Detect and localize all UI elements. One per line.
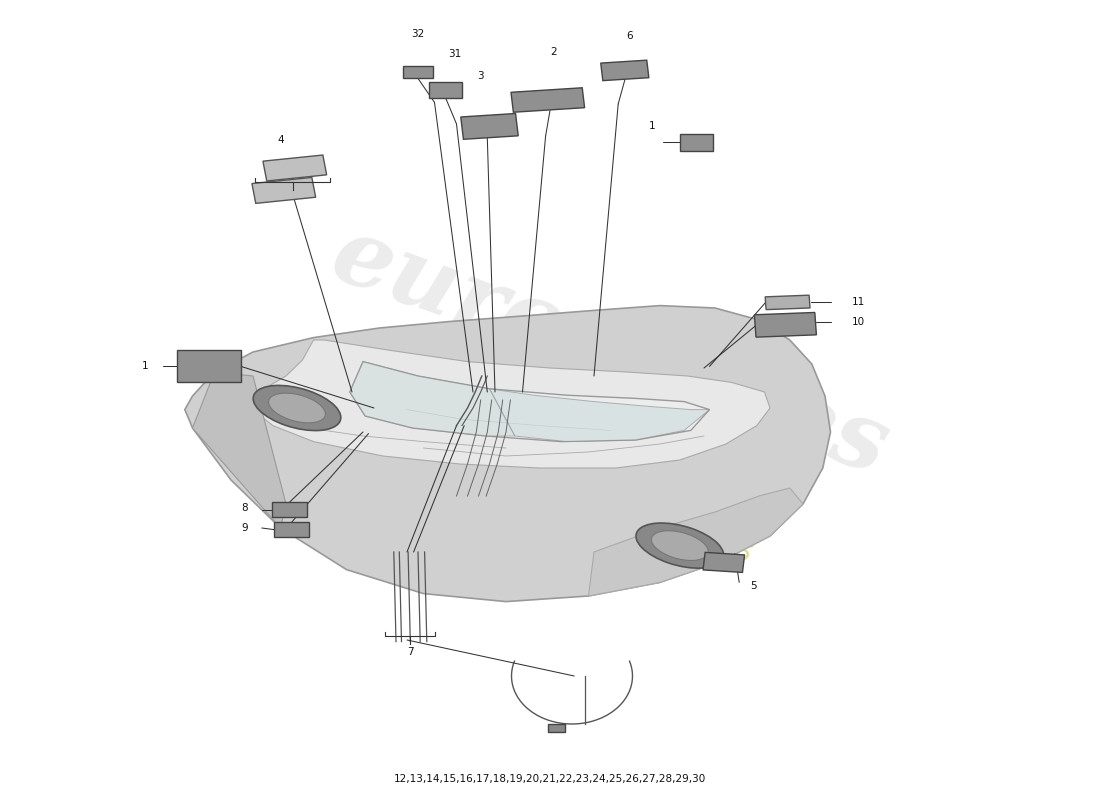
Bar [755,313,816,337]
Text: 4: 4 [277,135,284,145]
Text: 11: 11 [851,298,865,307]
Text: eurospares: eurospares [320,210,901,494]
Bar [403,66,433,78]
Bar [274,522,309,537]
Text: 8: 8 [241,503,248,513]
Bar [703,552,745,573]
Text: 31: 31 [448,50,461,59]
Bar [429,82,462,98]
Polygon shape [251,340,770,468]
Text: a passion for parts since 1985: a passion for parts since 1985 [411,424,755,568]
Bar [601,60,649,81]
Text: 5: 5 [750,581,757,590]
Bar [177,350,241,382]
Text: 9: 9 [241,523,248,533]
Text: 7: 7 [407,647,414,657]
Bar [548,724,565,732]
Polygon shape [490,389,710,442]
Ellipse shape [636,523,724,568]
Text: 32: 32 [411,29,425,38]
Bar [272,502,307,517]
Text: 6: 6 [626,31,632,41]
Bar [766,295,810,310]
Polygon shape [350,362,515,436]
Polygon shape [185,306,830,602]
Bar [512,88,584,112]
Text: 2: 2 [550,47,557,57]
Bar [461,114,518,139]
Bar [252,178,316,203]
Polygon shape [350,362,710,442]
Bar [680,134,713,151]
Ellipse shape [253,386,341,430]
Ellipse shape [268,393,326,423]
Text: 1: 1 [142,362,148,371]
Text: 3: 3 [477,71,484,81]
Polygon shape [588,488,803,596]
Text: 1: 1 [649,121,656,130]
Text: 10: 10 [851,318,865,327]
Polygon shape [192,372,286,528]
Text: 12,13,14,15,16,17,18,19,20,21,22,23,24,25,26,27,28,29,30: 12,13,14,15,16,17,18,19,20,21,22,23,24,2… [394,774,706,784]
Bar [263,155,327,181]
Ellipse shape [651,530,708,561]
